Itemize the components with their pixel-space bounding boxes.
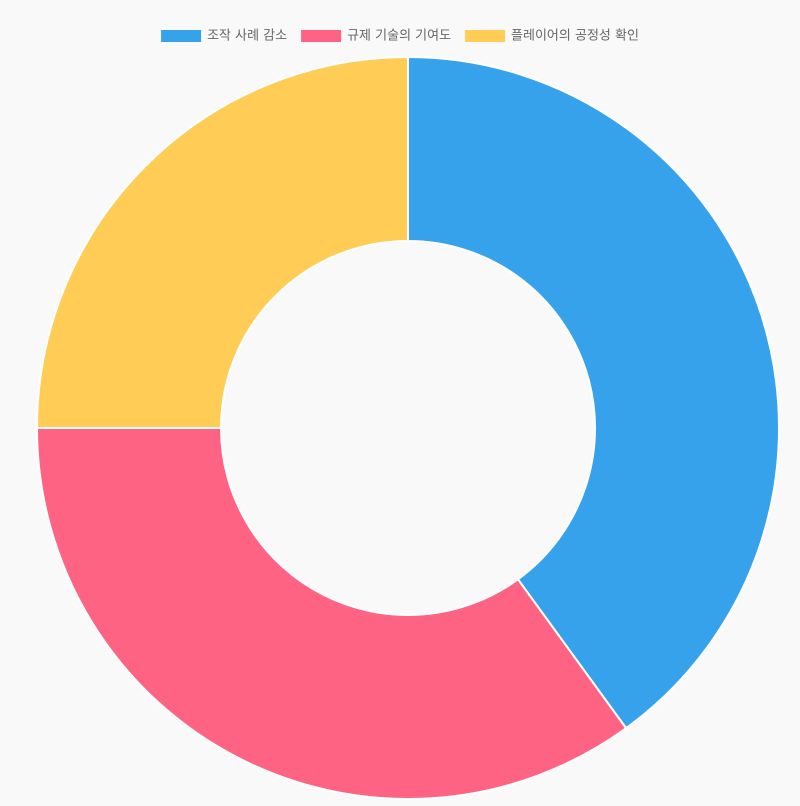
legend-label: 플레이어의 공정성 확인 bbox=[511, 29, 639, 44]
legend-swatch bbox=[301, 30, 342, 42]
legend-label: 규제 기술의 기여도 bbox=[347, 29, 451, 44]
doughnut-segment bbox=[35, 427, 628, 800]
legend-swatch bbox=[465, 30, 506, 42]
doughnut-segment bbox=[407, 55, 780, 730]
legend-label: 조작 사례 감소 bbox=[207, 29, 287, 44]
legend: 조작 사례 감소 규제 기술의 기여도 플레이어의 공정성 확인 bbox=[161, 29, 639, 44]
legend-swatch bbox=[161, 30, 202, 42]
doughnut-segment bbox=[35, 55, 409, 429]
